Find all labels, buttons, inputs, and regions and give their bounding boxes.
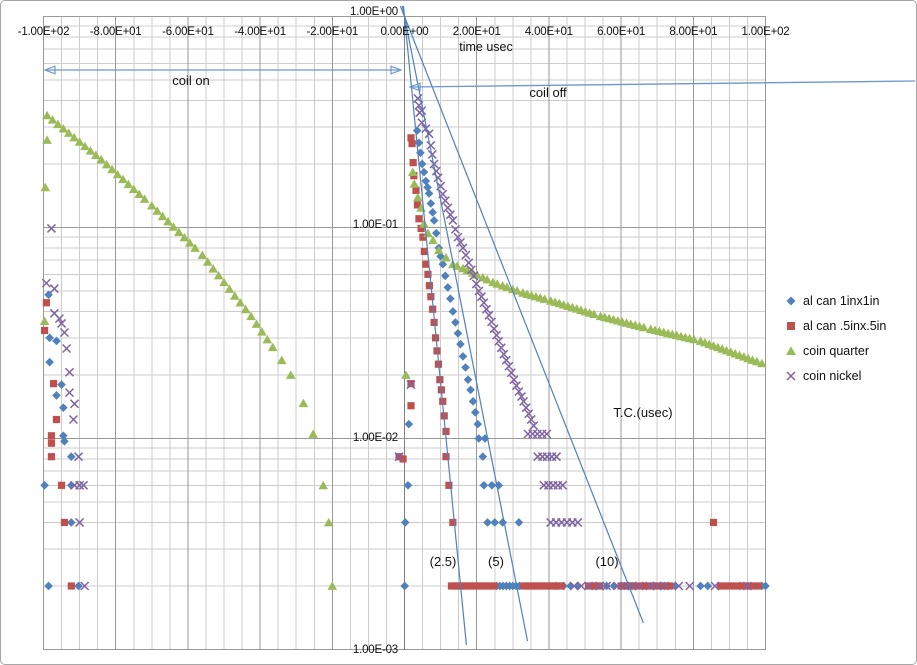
tc-5-label: (5) — [488, 554, 504, 569]
tc-2.5-label: (2.5) — [429, 554, 457, 569]
x-tick: 0.00E+00 — [380, 26, 429, 38]
x-tick: -8.00E+01 — [89, 26, 142, 38]
legend-entry: coin quarter — [784, 338, 886, 363]
legend-label: coin quarter — [803, 343, 870, 358]
tc-10-label: (10) — [595, 554, 619, 569]
coil-off-label: coil off — [529, 85, 567, 100]
legend-label: coin nickel — [803, 368, 862, 383]
legend-entry: al can .5inx.5in — [784, 313, 886, 338]
y-tick-1e0: 1.00E+00 — [350, 6, 398, 18]
x-tick: -2.00E+01 — [306, 26, 359, 38]
x-tick: 6.00E+01 — [597, 26, 646, 38]
legend-entry: al can 1inx1in — [784, 288, 886, 313]
triangle-marker-icon — [784, 344, 798, 358]
y-tick-1e-3: 1.00E-03 — [352, 644, 398, 656]
y-tick-1e-1: 1.00E-01 — [352, 219, 398, 231]
x-axis-title: time usec — [459, 40, 513, 54]
x-tick: 8.00E+01 — [669, 26, 718, 38]
coil-on-label: coil on — [172, 73, 210, 88]
x-tick: 2.00E+01 — [452, 26, 501, 38]
square-marker-icon — [784, 319, 798, 333]
legend-entry: coin nickel — [784, 363, 886, 388]
legend: al can 1inx1in al can .5inx.5in coin qua… — [784, 288, 886, 388]
diamond-marker-icon — [784, 294, 798, 308]
x-tick: -4.00E+01 — [234, 26, 286, 38]
tc-title-label: T.C.(usec) — [613, 405, 673, 420]
x-tick: -1.00E+02 — [17, 26, 70, 38]
x-tick: 4.00E+01 — [524, 26, 573, 38]
y-tick-1e-2: 1.00E-02 — [352, 432, 398, 444]
legend-label: al can .5inx.5in — [803, 318, 887, 333]
legend-label: al can 1inx1in — [803, 293, 880, 308]
x-tick: 1.00E+02 — [741, 26, 790, 38]
x-marker-icon — [784, 369, 798, 383]
x-tick: -6.00E+01 — [162, 26, 214, 38]
